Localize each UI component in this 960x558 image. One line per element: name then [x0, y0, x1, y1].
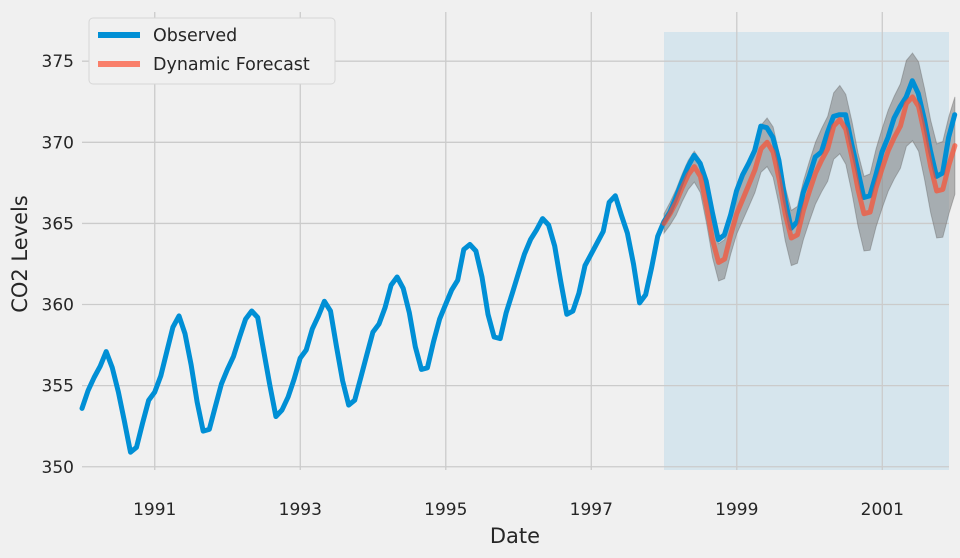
legend-label-observed: Observed [153, 26, 237, 46]
y-tick-label: 365 [42, 214, 74, 234]
y-axis-title: CO2 Levels [8, 195, 32, 313]
legend-box [88, 17, 336, 85]
y-tick-label: 350 [42, 458, 74, 478]
tick-label-layer: 1991 1993 1995 1997 1999 2001 350 355 360 365 370 3… [42, 52, 904, 520]
y-tick-label: 355 [42, 377, 74, 397]
legend: Observed Dynamic Forecast [88, 17, 336, 85]
x-tick-label: 1995 [424, 500, 467, 520]
x-tick-label: 1997 [570, 500, 613, 520]
forecast-series-line [661, 94, 958, 265]
confidence-interval-layer [663, 52, 956, 282]
x-tick-label: 1991 [133, 500, 176, 520]
x-axis-title: Date [490, 524, 540, 548]
y-tick-label: 375 [42, 52, 74, 72]
x-tick-label: 1999 [715, 500, 758, 520]
observed-series-line [79, 78, 958, 455]
forecast-confidence-band [663, 52, 956, 282]
y-tick-label: 360 [42, 296, 74, 316]
x-tick-label: 2001 [861, 500, 904, 520]
series-layer [79, 78, 958, 455]
legend-label-forecast: Dynamic Forecast [153, 55, 310, 75]
y-tick-label: 370 [42, 133, 74, 153]
x-tick-label: 1993 [279, 500, 322, 520]
